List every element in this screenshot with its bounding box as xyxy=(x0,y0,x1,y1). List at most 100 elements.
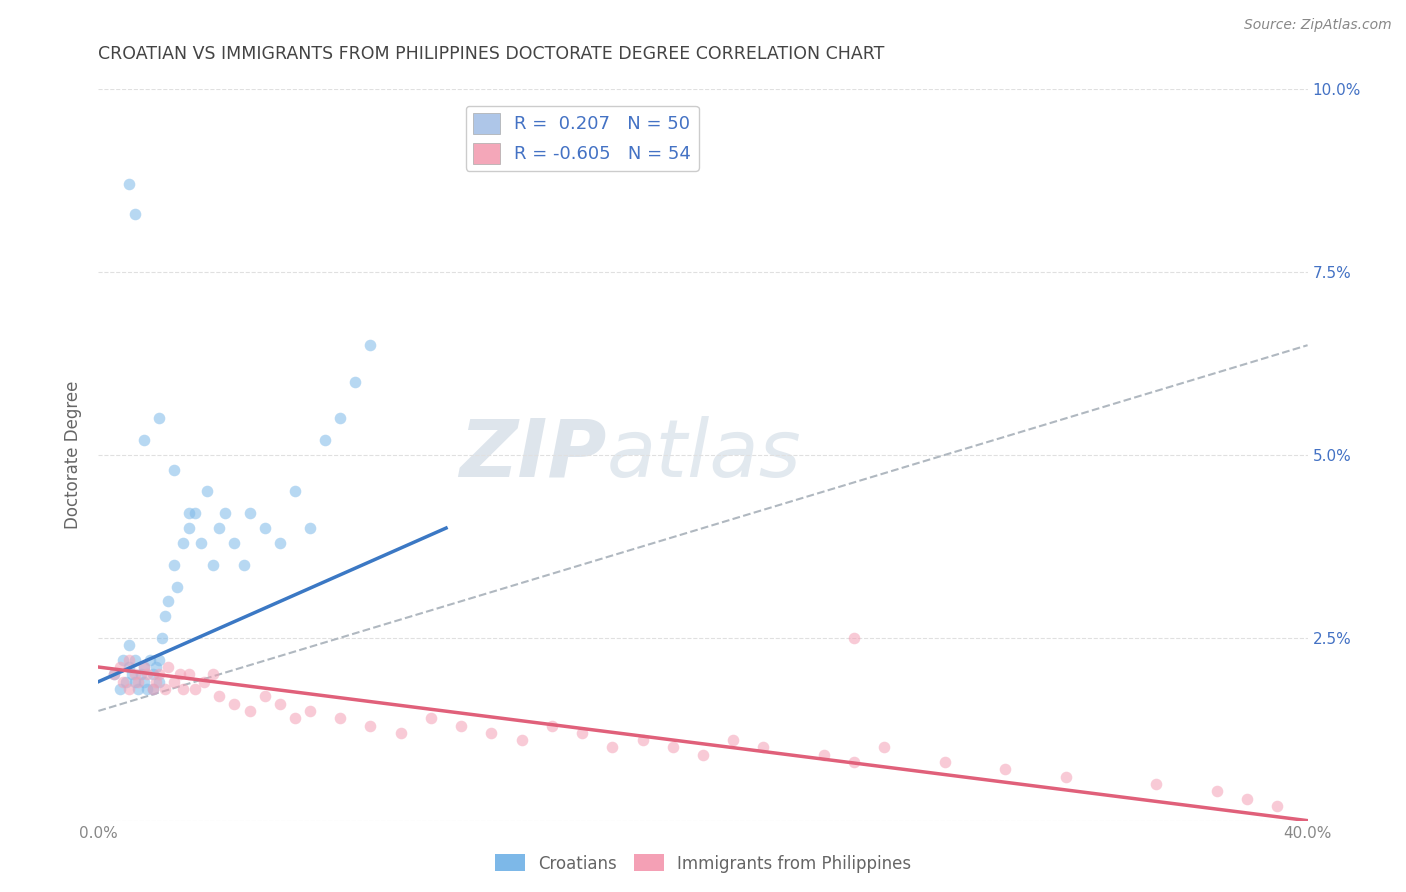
Point xyxy=(450,718,472,732)
Text: CROATIAN VS IMMIGRANTS FROM PHILIPPINES DOCTORATE DEGREE CORRELATION CHART: CROATIAN VS IMMIGRANTS FROM PHILIPPINES … xyxy=(98,45,884,62)
Point xyxy=(661,740,683,755)
Point xyxy=(108,681,131,696)
Point xyxy=(190,535,212,549)
Point xyxy=(299,521,322,535)
Point xyxy=(111,653,134,667)
Point xyxy=(299,704,322,718)
Point xyxy=(994,763,1017,777)
Point xyxy=(224,535,246,549)
Point xyxy=(150,631,173,645)
Point xyxy=(156,594,179,608)
Point xyxy=(934,755,956,769)
Point xyxy=(172,535,194,549)
Point xyxy=(124,206,146,220)
Point xyxy=(232,558,254,572)
Point xyxy=(195,484,218,499)
Point xyxy=(139,653,162,667)
Point xyxy=(145,674,167,689)
Point xyxy=(148,674,170,689)
Point xyxy=(163,558,186,572)
Point xyxy=(132,660,155,674)
Point xyxy=(179,667,201,681)
Point xyxy=(1236,791,1258,805)
Point xyxy=(873,740,896,755)
Point xyxy=(360,338,382,352)
Point xyxy=(239,704,262,718)
Point xyxy=(179,507,201,521)
Point xyxy=(253,690,276,704)
Point xyxy=(172,681,194,696)
Point xyxy=(284,484,307,499)
Point xyxy=(118,653,141,667)
Point xyxy=(184,681,207,696)
Point xyxy=(163,462,186,476)
Point xyxy=(132,660,155,674)
Point xyxy=(202,558,225,572)
Point xyxy=(844,755,866,769)
Point xyxy=(184,507,207,521)
Point xyxy=(510,733,533,747)
Point xyxy=(142,681,165,696)
Point xyxy=(239,507,262,521)
Point xyxy=(284,711,307,725)
Point xyxy=(132,674,155,689)
Point xyxy=(269,535,291,549)
Point xyxy=(135,681,157,696)
Point xyxy=(166,580,188,594)
Point xyxy=(129,667,152,681)
Point xyxy=(360,718,382,732)
Point xyxy=(193,674,215,689)
Point xyxy=(135,667,157,681)
Point xyxy=(156,660,179,674)
Point xyxy=(111,674,134,689)
Point xyxy=(118,638,141,652)
Text: ZIP: ZIP xyxy=(458,416,606,494)
Point xyxy=(224,697,246,711)
Point xyxy=(179,521,201,535)
Point xyxy=(132,434,155,448)
Text: atlas: atlas xyxy=(606,416,801,494)
Point xyxy=(1267,799,1289,814)
Point xyxy=(253,521,276,535)
Legend: Croatians, Immigrants from Philippines: Croatians, Immigrants from Philippines xyxy=(488,847,918,880)
Point xyxy=(103,667,125,681)
Point xyxy=(114,674,136,689)
Point xyxy=(121,667,143,681)
Point xyxy=(329,711,352,725)
Legend: R =  0.207   N = 50, R = -0.605   N = 54: R = 0.207 N = 50, R = -0.605 N = 54 xyxy=(465,105,699,170)
Point xyxy=(208,690,231,704)
Point xyxy=(214,507,236,521)
Point xyxy=(314,434,336,448)
Point xyxy=(344,375,367,389)
Point xyxy=(118,178,141,192)
Point xyxy=(481,726,503,740)
Point xyxy=(124,674,146,689)
Point xyxy=(631,733,654,747)
Point xyxy=(208,521,231,535)
Point xyxy=(269,697,291,711)
Point xyxy=(329,411,352,425)
Point xyxy=(169,667,191,681)
Point xyxy=(813,747,835,762)
Point xyxy=(148,667,170,681)
Point xyxy=(1206,784,1229,798)
Point xyxy=(127,681,149,696)
Y-axis label: Doctorate Degree: Doctorate Degree xyxy=(65,381,83,529)
Point xyxy=(163,674,186,689)
Point xyxy=(420,711,443,725)
Point xyxy=(540,718,562,732)
Text: Source: ZipAtlas.com: Source: ZipAtlas.com xyxy=(1244,18,1392,32)
Point xyxy=(153,608,176,623)
Point xyxy=(202,667,225,681)
Point xyxy=(153,681,176,696)
Point xyxy=(389,726,412,740)
Point xyxy=(692,747,714,762)
Point xyxy=(844,631,866,645)
Point xyxy=(145,660,167,674)
Point xyxy=(118,660,141,674)
Point xyxy=(1054,770,1077,784)
Point xyxy=(124,653,146,667)
Point xyxy=(571,726,593,740)
Point xyxy=(108,660,131,674)
Point xyxy=(148,653,170,667)
